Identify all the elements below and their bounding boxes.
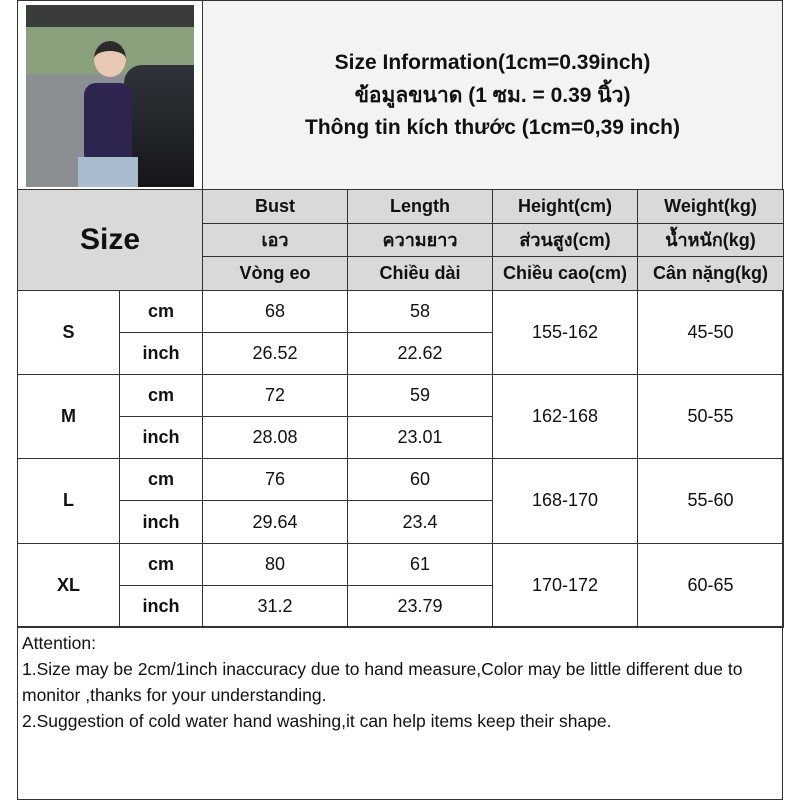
bust-cm-cell: 80 (202, 542, 348, 586)
size-row-inch: inch 26.52 22.62 (18, 331, 784, 375)
header-cell: เอว (202, 222, 348, 257)
attention-note-1: 1.Size may be 2cm/1inch inaccuracy due t… (22, 659, 743, 705)
weight-cell: 60-65 (637, 542, 784, 629)
length-cm-cell: 59 (347, 373, 493, 418)
height-cell: 162-168 (492, 373, 638, 460)
unit-cell: cm (119, 458, 203, 502)
unit-cell: inch (119, 584, 203, 629)
header-cell: ความยาว (347, 222, 493, 257)
size-row-inch: inch 28.08 23.01 (18, 416, 784, 460)
title-thai: ข้อมูลขนาด (1 ซม. = 0.39 นิ้ว) (354, 83, 631, 107)
height-cell: 155-162 (492, 289, 638, 375)
title-vietnamese: Thông tin kích thước (1cm=0,39 inch) (305, 115, 680, 139)
bust-inch-cell: 29.64 (202, 500, 348, 544)
unit-cell: cm (119, 289, 203, 333)
length-cm-cell: 58 (347, 289, 493, 333)
size-cell: S (17, 289, 120, 375)
header-row: Size Bust Length Height(cm) Weight(kg) (17, 189, 784, 291)
weight-cell: 55-60 (637, 458, 784, 544)
header-cell: Vòng eo (202, 256, 348, 291)
attention-notes: Attention: 1.Size may be 2cm/1inch inacc… (17, 626, 783, 800)
bust-cm-cell: 76 (202, 458, 348, 502)
bust-inch-cell: 26.52 (202, 331, 348, 375)
header-cell: Cân nặng(kg) (637, 256, 784, 291)
header-row: Vòng eo Chiều dài Chiều cao(cm) Cân nặng… (18, 256, 784, 291)
unit-cell: inch (119, 416, 203, 460)
size-row-inch: inch 31.2 23.79 (18, 584, 784, 629)
unit-cell: cm (119, 373, 203, 418)
size-table: Size Bust Length Height(cm) Weight(kg) เ… (17, 189, 784, 629)
title-english: Size Information(1cm=0.39inch) (334, 50, 651, 74)
product-photo-cell (17, 0, 203, 190)
header-cell: ส่วนสูง(cm) (492, 222, 638, 257)
height-cell: 170-172 (492, 542, 638, 629)
length-inch-cell: 22.62 (347, 331, 493, 375)
size-cell: L (17, 458, 120, 544)
header-cell: Chiều cao(cm) (492, 256, 638, 291)
bust-inch-cell: 28.08 (202, 416, 348, 460)
header-cell: Height(cm) (492, 189, 638, 224)
header-row: เอว ความยาว ส่วนสูง(cm) น้ำหนัก(kg) (18, 222, 784, 257)
attention-heading: Attention: (22, 633, 96, 653)
unit-cell: inch (119, 331, 203, 375)
size-cell: XL (17, 542, 120, 629)
header-cell: Weight(kg) (637, 189, 784, 224)
header-cell: น้ำหนัก(kg) (637, 222, 784, 257)
header-cell: Chiều dài (347, 256, 493, 291)
bust-inch-cell: 31.2 (202, 584, 348, 629)
length-cm-cell: 61 (347, 542, 493, 586)
size-row-cm: XL cm 80 61 170-172 60-65 (17, 542, 784, 629)
bust-cm-cell: 68 (202, 289, 348, 333)
size-cell: M (17, 373, 120, 460)
unit-cell: inch (119, 500, 203, 544)
header-cell: Length (347, 189, 493, 224)
length-inch-cell: 23.79 (347, 584, 493, 629)
size-info-title: Size Information(1cm=0.39inch) ข้อมูลขนา… (202, 0, 783, 190)
length-inch-cell: 23.01 (347, 416, 493, 460)
weight-cell: 45-50 (637, 289, 784, 375)
product-photo (26, 5, 194, 187)
attention-note-2: 2.Suggestion of cold water hand washing,… (22, 711, 612, 731)
size-header: Size (17, 189, 203, 291)
length-cm-cell: 60 (347, 458, 493, 502)
unit-cell: cm (119, 542, 203, 586)
length-inch-cell: 23.4 (347, 500, 493, 544)
weight-cell: 50-55 (637, 373, 784, 460)
header-cell: Bust (202, 189, 348, 224)
height-cell: 168-170 (492, 458, 638, 544)
bust-cm-cell: 72 (202, 373, 348, 418)
